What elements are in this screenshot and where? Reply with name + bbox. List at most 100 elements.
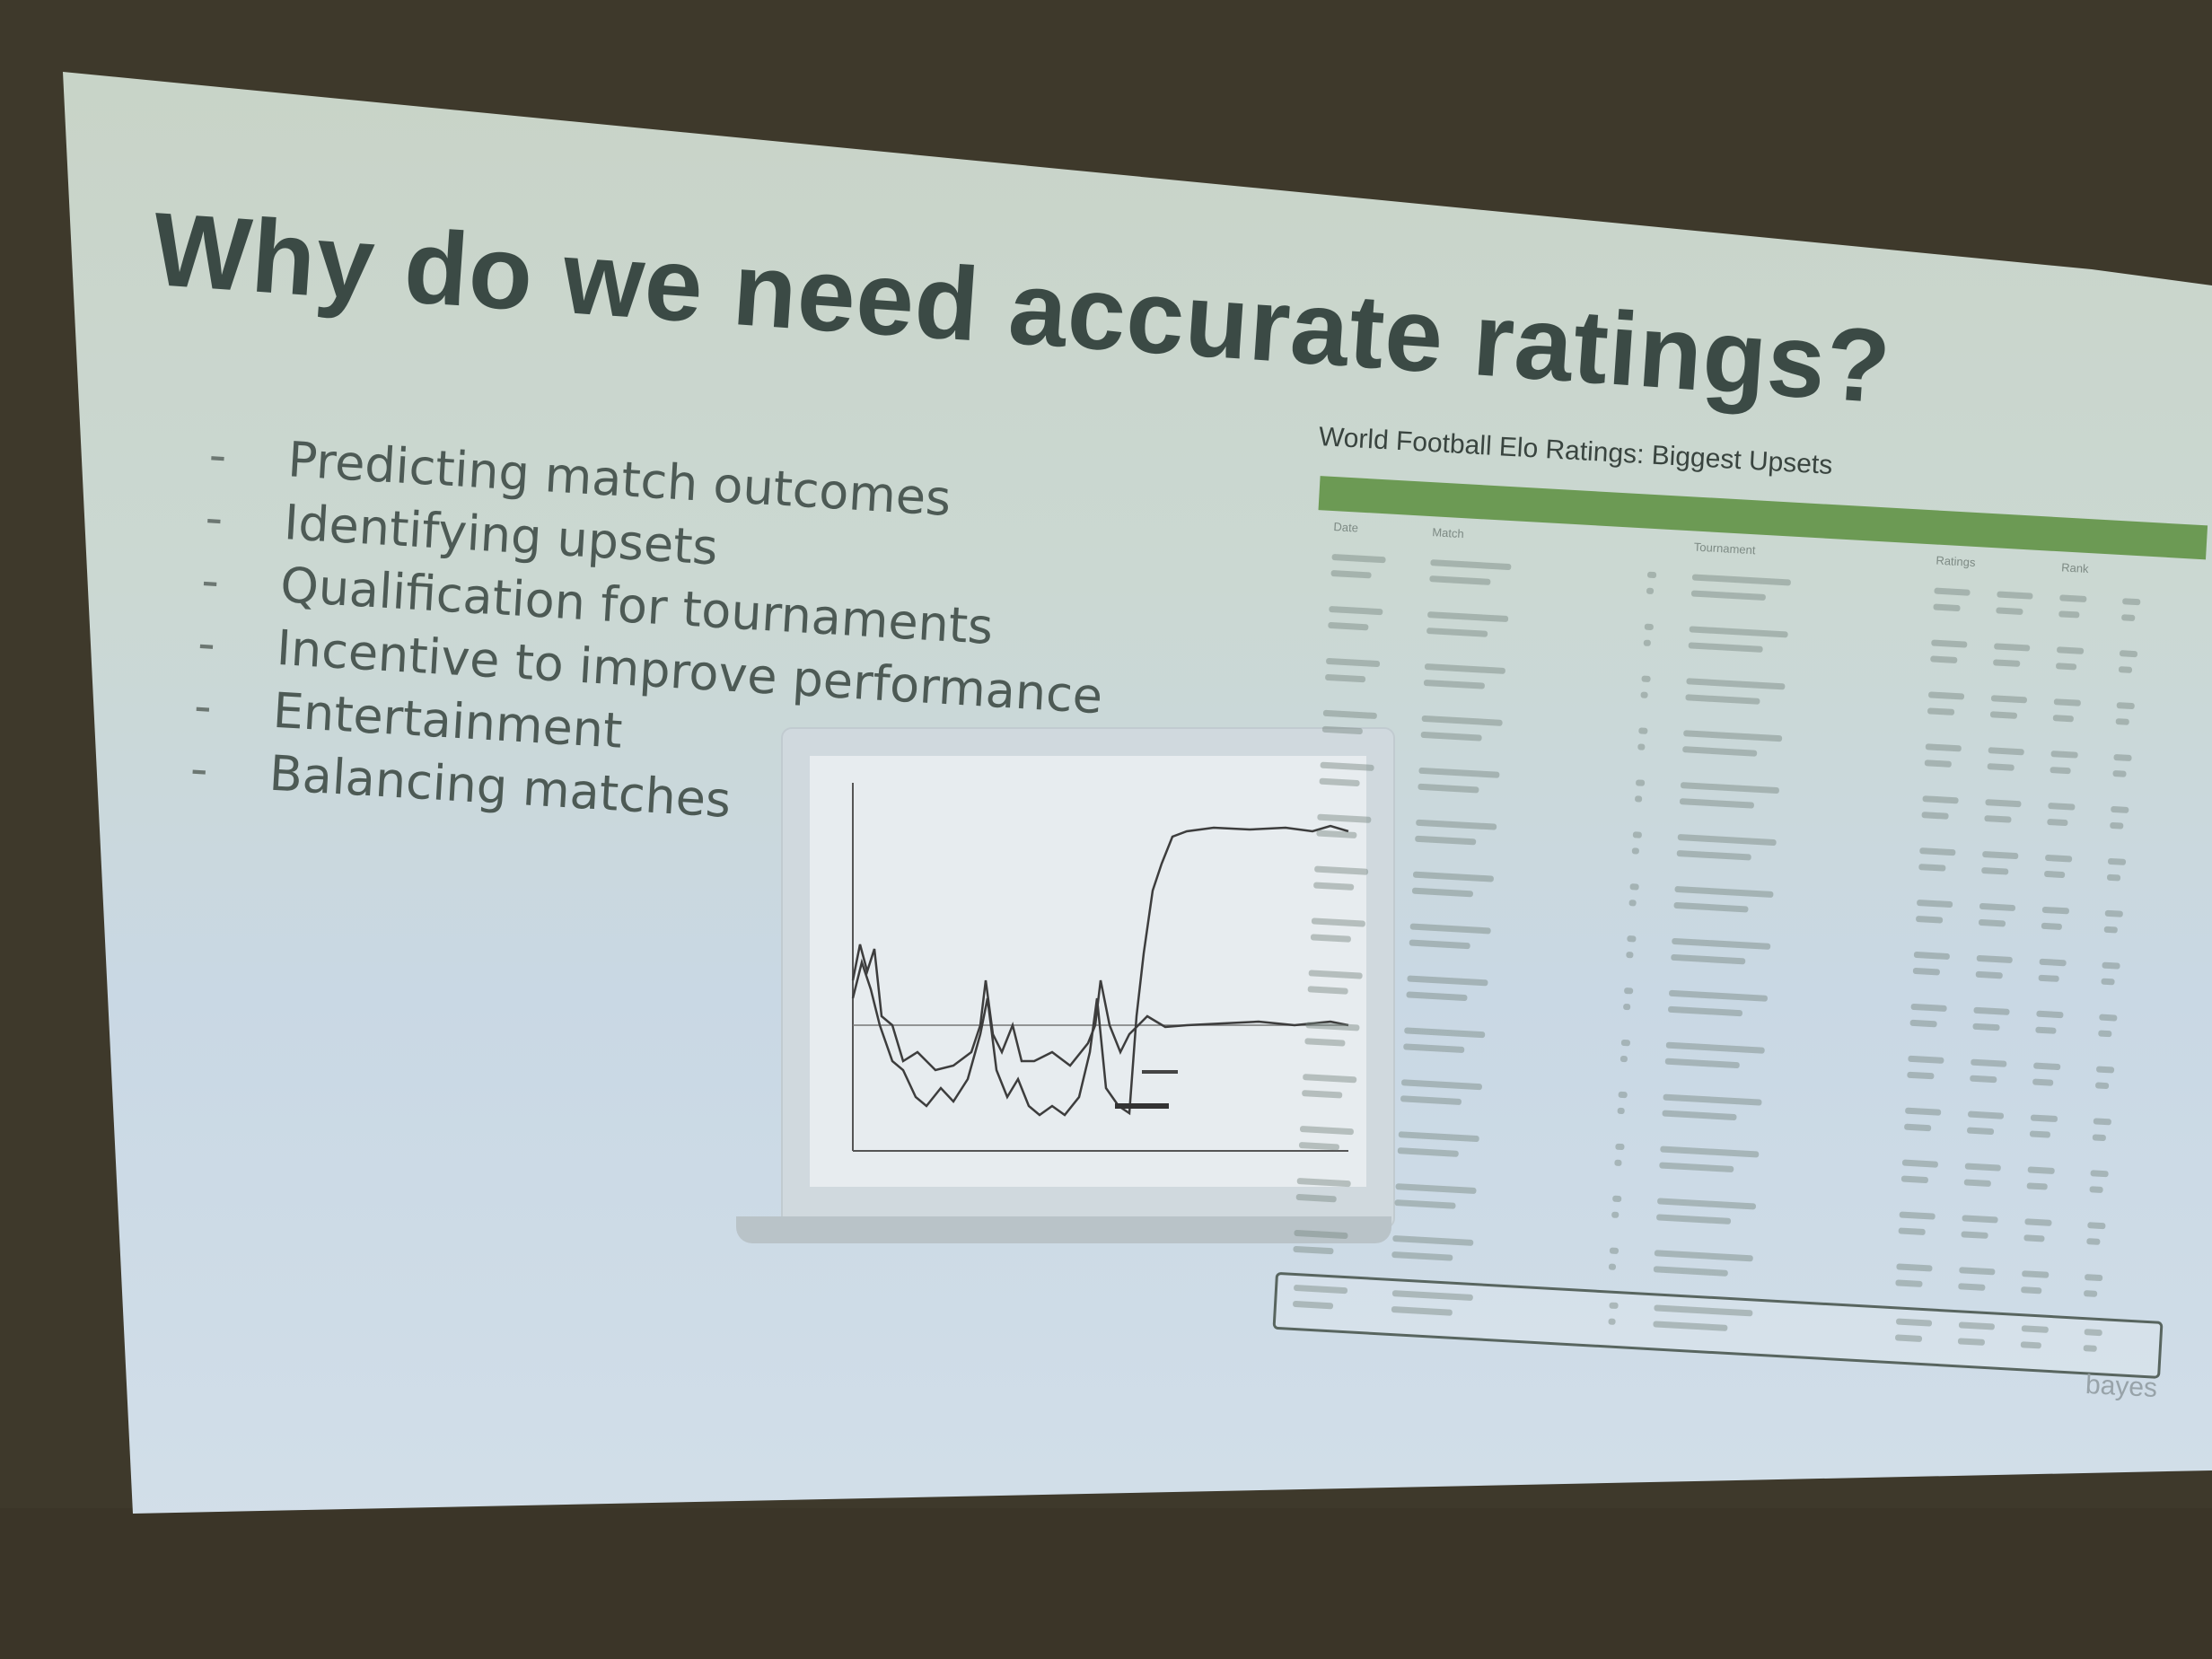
table-cell-placeholder (2021, 1286, 2041, 1295)
table-cell-placeholder (1395, 1183, 1477, 1195)
table-cell-placeholder (1644, 623, 1655, 631)
table-cell-placeholder (1653, 1321, 1728, 1331)
table-cell-placeholder (2036, 1010, 2064, 1019)
table-cell-placeholder (1302, 1090, 1343, 1099)
table-cell-placeholder (1627, 935, 1637, 943)
table-cell-placeholder (1918, 864, 1946, 872)
table-cell-placeholder (1667, 1005, 1742, 1017)
table-cell-placeholder (1420, 731, 1482, 742)
table-cell-placeholder (1391, 1290, 1474, 1302)
column-header: Match (1431, 525, 1465, 541)
table-cell-placeholder (1409, 939, 1470, 950)
table-cell-placeholder (1615, 1143, 1625, 1151)
table-body (1272, 544, 2204, 1379)
table-cell-placeholder (1909, 1019, 1937, 1028)
table-cell-placeholder (2039, 958, 2067, 967)
table-cell-placeholder (1292, 1300, 1334, 1310)
table-cell-placeholder (1660, 1146, 1760, 1158)
table-cell-placeholder (2110, 821, 2124, 830)
table-cell-placeholder (1296, 1177, 1351, 1188)
table-cell-placeholder (1391, 1251, 1453, 1261)
table-cell-placeholder (1430, 559, 1512, 571)
table-cell-placeholder (2084, 1329, 2102, 1337)
bullet-marker: - (189, 740, 210, 798)
table-cell-placeholder (1686, 678, 1786, 690)
table-cell-placeholder (1908, 1055, 1944, 1064)
table-cell-placeholder (1984, 815, 2012, 823)
table-cell-placeholder (1997, 591, 2033, 600)
table-cell-placeholder (1985, 799, 2022, 808)
table-cell-placeholder (2041, 922, 2062, 931)
table-cell-placeholder (2106, 873, 2121, 882)
table-cell-placeholder (1680, 782, 1780, 794)
table-cell-placeholder (1665, 1041, 1765, 1054)
table-cell-placeholder (1331, 554, 1386, 564)
table-cell-placeholder (2026, 1182, 2048, 1190)
table-cell-placeholder (1967, 1110, 2005, 1119)
table-cell-placeholder (2122, 598, 2141, 606)
table-cell-placeholder (1421, 715, 1503, 726)
table-cell-placeholder (1922, 795, 1959, 804)
table-cell-placeholder (1312, 882, 1355, 891)
table-cell-placeholder (2121, 614, 2136, 622)
bullet-marker: - (192, 677, 214, 735)
table-cell-placeholder (2053, 698, 2082, 707)
table-cell-placeholder (1635, 779, 1646, 786)
table-cell-placeholder (1330, 569, 1372, 579)
table-cell-placeholder (2027, 1166, 2055, 1174)
table-cell-placeholder (1311, 917, 1366, 927)
table-cell-placeholder (1996, 607, 2023, 616)
table-cell-placeholder (1910, 1003, 1947, 1013)
table-cell-placeholder (2048, 802, 2076, 811)
table-cell-placeholder (1325, 657, 1381, 668)
table-cell-placeholder (1925, 743, 1962, 752)
table-cell-placeholder (1900, 1175, 1929, 1184)
table-cell-placeholder (1895, 1318, 1933, 1327)
table-cell-placeholder (1987, 763, 2014, 771)
table-cell-placeholder (1328, 621, 1369, 631)
table-cell-placeholder (1916, 899, 1953, 908)
table-cell-placeholder (1646, 587, 1654, 595)
table-cell-placeholder (1412, 871, 1495, 882)
table-cell-placeholder (1638, 727, 1648, 734)
table-cell-placeholder (1963, 1179, 1991, 1188)
table-cell-placeholder (1427, 611, 1509, 623)
table-cell-placeholder (2107, 857, 2127, 865)
table-cell-placeholder (2090, 1170, 2109, 1178)
table-cell-placeholder (1307, 986, 1348, 995)
bullet-marker: - (199, 551, 221, 610)
table-cell-placeholder (2052, 715, 2074, 723)
upsets-table-panel: World Football Elo Ratings: Biggest Upse… (1266, 422, 2212, 1440)
table-cell-placeholder (1640, 691, 1648, 698)
table-cell-placeholder (1397, 1147, 1459, 1157)
table-cell-placeholder (1617, 1107, 1625, 1115)
table-cell-placeholder (1622, 1003, 1630, 1011)
table-cell-placeholder (1614, 1159, 1622, 1167)
table-cell-placeholder (1611, 1211, 1619, 1218)
table-cell-placeholder (1921, 812, 1949, 820)
table-cell-placeholder (1424, 663, 1506, 674)
table-cell-placeholder (1629, 883, 1639, 891)
table-cell-placeholder (1319, 777, 1360, 787)
table-cell-placeholder (1394, 1199, 1456, 1209)
table-cell-placeholder (2084, 1274, 2103, 1282)
table-cell-placeholder (2093, 1118, 2112, 1126)
table-cell-placeholder (1634, 795, 1642, 803)
table-cell-placeholder (1403, 1043, 1464, 1054)
table-cell-placeholder (1400, 1095, 1462, 1105)
table-cell-placeholder (2095, 1066, 2115, 1074)
table-cell-placeholder (2119, 650, 2138, 658)
table-cell-placeholder (1927, 707, 1955, 715)
table-cell-placeholder (1620, 1055, 1628, 1063)
table-cell-placeholder (1671, 953, 1745, 965)
table-cell-placeholder (1677, 833, 1777, 847)
table-cell-placeholder (1682, 746, 1757, 757)
table-cell-placeholder (1961, 1231, 1988, 1239)
table-cell-placeholder (1631, 847, 1639, 855)
table-cell-placeholder (1976, 954, 2013, 964)
table-cell-placeholder (1933, 603, 1961, 612)
table-cell-placeholder (1994, 643, 2031, 652)
table-cell-placeholder (1905, 1107, 1942, 1116)
table-cell-placeholder (1392, 1234, 1474, 1246)
